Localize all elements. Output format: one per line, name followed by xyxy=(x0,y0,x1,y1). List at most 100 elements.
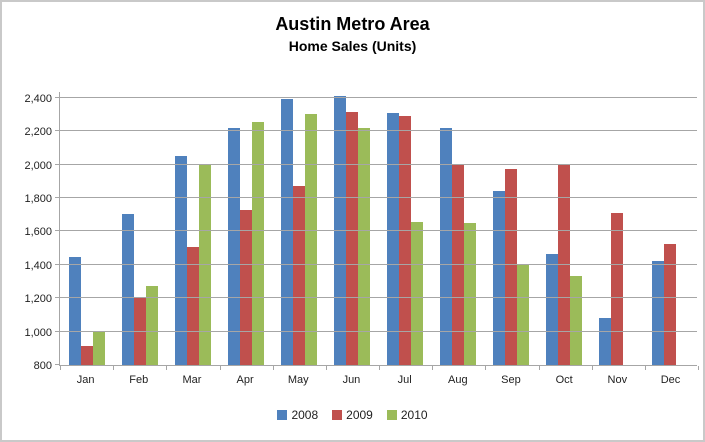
bar-2010-aug xyxy=(464,223,477,365)
x-axis-tick xyxy=(538,366,540,370)
gridline xyxy=(60,263,697,265)
bar-2008-mar xyxy=(174,156,187,365)
y-axis-tick xyxy=(55,263,60,265)
x-axis-tick xyxy=(325,366,327,370)
y-axis-label: 2,000 xyxy=(24,159,52,172)
gridline xyxy=(60,163,697,165)
bar-group-may xyxy=(272,92,325,365)
y-axis-tick xyxy=(55,130,60,132)
bar-2010-jul xyxy=(411,222,423,365)
gridline xyxy=(60,96,697,98)
x-axis-label-dec: Dec xyxy=(660,374,681,386)
legend: 2008 2009 2010 xyxy=(2,408,703,422)
bar-group-mar xyxy=(166,92,219,365)
bar-2010-may xyxy=(304,113,317,365)
legend-item-2010: 2010 xyxy=(386,408,428,422)
chart-subtitle: Home Sales (Units) xyxy=(288,38,417,54)
bar-group-sep xyxy=(485,92,538,365)
bar-2009-may xyxy=(292,186,305,365)
bar-2010-jun xyxy=(357,127,370,365)
chart-title: Austin Metro Area xyxy=(275,14,430,34)
bar-2008-feb xyxy=(121,213,134,365)
x-axis-label-jul: Jul xyxy=(397,374,412,386)
x-axis-label-jan: Jan xyxy=(76,374,95,386)
y-axis: 800 1,000 1,200 1,400 1,600 1,800 2,000 2,200 2,… xyxy=(2,92,52,372)
bar-group-oct xyxy=(538,92,591,365)
x-axis-tick xyxy=(379,366,380,370)
bar-2010-oct xyxy=(570,276,583,365)
bar-2009-oct xyxy=(558,165,571,365)
bar-2009-jul xyxy=(399,116,411,365)
x-axis-tick xyxy=(60,366,61,370)
x-axis-tick xyxy=(166,366,168,370)
bar-2009-sep xyxy=(505,168,518,365)
bar-group-feb xyxy=(113,92,166,365)
gridline xyxy=(60,230,697,232)
y-axis-label: 2,400 xyxy=(24,92,52,105)
plot-area xyxy=(55,92,699,370)
bar-2008-jul xyxy=(387,112,399,365)
y-axis-tick xyxy=(55,330,60,332)
gridline xyxy=(60,196,697,198)
title-block: Austin Metro Area Home Sales (Units) xyxy=(2,14,703,54)
legend-item-2008: 2008 xyxy=(277,408,318,422)
bar-2008-may xyxy=(280,98,293,365)
bar-group-apr xyxy=(219,92,272,365)
bar-2009-apr xyxy=(239,209,252,365)
gridline xyxy=(60,130,697,132)
bar-group-jun xyxy=(325,92,378,365)
x-axis-label-may: May xyxy=(287,374,309,386)
bar-2008-apr xyxy=(227,127,240,365)
x-axis-label-jun: Jun xyxy=(342,374,361,386)
bar-group-aug xyxy=(432,92,485,365)
x-axis-label-sep: Sep xyxy=(501,374,521,386)
y-axis-label: 1,000 xyxy=(24,326,52,339)
x-axis: Jan Feb Mar Apr May Jun Jul Aug Sep Oct Nov Dec xyxy=(59,374,697,386)
x-axis-label-nov: Nov xyxy=(607,374,628,386)
bar-2008-nov xyxy=(599,318,612,365)
y-axis-tick xyxy=(55,96,60,98)
x-axis-tick xyxy=(432,366,434,370)
bar-group-jul xyxy=(378,92,431,365)
x-axis-tick xyxy=(644,366,646,370)
bar-group-nov xyxy=(591,92,644,365)
y-axis-label: 800 xyxy=(33,360,52,372)
x-axis-label-aug: Aug xyxy=(448,374,468,386)
y-axis-label: 1,400 xyxy=(24,259,52,272)
y-axis-label: 1,800 xyxy=(24,192,52,205)
bar-2008-dec xyxy=(652,260,665,365)
x-axis-tick xyxy=(272,366,274,370)
bar-2010-apr xyxy=(251,121,264,365)
legend-label: 2008 xyxy=(291,408,319,422)
y-axis-label: 2,200 xyxy=(24,126,52,139)
x-axis-tick xyxy=(485,366,487,370)
x-axis-label-mar: Mar xyxy=(182,374,202,386)
legend-swatch-icon xyxy=(386,410,397,420)
x-axis-label-feb: Feb xyxy=(129,374,149,386)
y-axis-tick xyxy=(55,163,60,165)
x-axis-tick xyxy=(113,366,115,370)
x-axis-label-apr: Apr xyxy=(236,374,254,386)
bar-2008-jan xyxy=(68,257,81,365)
y-axis-label: 1,600 xyxy=(24,226,52,239)
y-axis-tick xyxy=(55,364,60,365)
bar-2009-mar xyxy=(186,247,199,365)
bar-2008-aug xyxy=(440,127,453,365)
bar-2008-oct xyxy=(546,253,559,365)
bar-2009-jan xyxy=(80,345,93,365)
bar-group-jan xyxy=(60,92,113,365)
bar-2009-dec xyxy=(664,243,677,365)
legend-label: 2009 xyxy=(346,408,373,422)
bar-group-dec xyxy=(644,92,697,365)
gridline xyxy=(60,330,697,332)
x-axis-label-oct: Oct xyxy=(555,374,573,386)
bar-2009-nov xyxy=(611,212,624,365)
bar-2010-jan xyxy=(92,330,105,365)
bar-groups xyxy=(60,92,697,365)
gridline xyxy=(60,297,697,299)
y-axis-label: 1,200 xyxy=(24,293,52,306)
bar-2010-feb xyxy=(145,285,158,365)
bar-2010-sep xyxy=(517,264,530,365)
legend-swatch-icon xyxy=(332,410,343,420)
